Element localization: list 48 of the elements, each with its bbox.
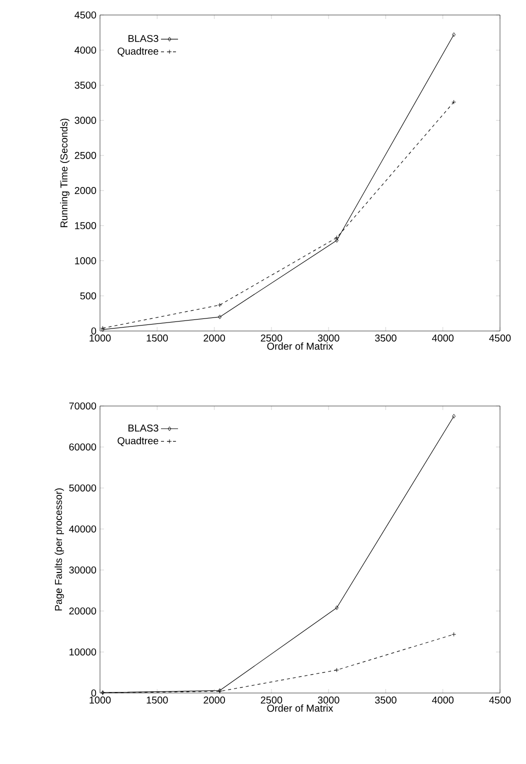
y-tick-label: 40000	[69, 525, 96, 533]
point	[218, 314, 222, 320]
y-tick-label: 3500	[74, 82, 96, 89]
y-tick-label: 10000	[70, 648, 96, 656]
y-tick-label: 0	[91, 327, 96, 335]
point	[335, 238, 339, 243]
legend-label: Quadtree	[118, 436, 158, 446]
x-tick-label: 4000	[432, 696, 454, 704]
x-tick-label: 4000	[432, 334, 454, 342]
point	[334, 668, 340, 672]
x-axis-title: Order of Matrix	[267, 342, 334, 350]
y-tick-label: 3000	[74, 116, 96, 124]
x-tick-label: 2000	[204, 696, 225, 704]
y-tick-label: 1000	[75, 257, 96, 264]
x-tick-label: 3500	[375, 334, 396, 342]
x-tick-label: 2500	[260, 696, 282, 704]
x-tick-label: 2000	[204, 334, 225, 342]
point	[452, 632, 456, 637]
legend-label: Quadtree	[118, 47, 158, 57]
legend-label: BLAS3	[128, 424, 158, 432]
y-tick-label: 0	[91, 689, 96, 697]
y-tick-label: 1500	[75, 222, 96, 230]
point	[334, 235, 340, 240]
legend-label: BLAS3	[128, 34, 158, 42]
y-tick-label: 60000	[69, 443, 96, 451]
x-tick-label: 4500	[489, 696, 511, 704]
x-axis-title: Order of Matrix	[267, 704, 334, 712]
x-tick-label: 3000	[318, 334, 340, 342]
y-tick-label: 2500	[74, 152, 96, 159]
point	[335, 605, 339, 610]
point	[452, 100, 456, 104]
x-tick-label: 4500	[489, 334, 511, 342]
y-tick-label: 4000	[74, 46, 96, 54]
y-tick-label: 20000	[69, 607, 96, 615]
x-tick-label: 2500	[260, 334, 282, 342]
y-tick-label: 50000	[69, 484, 96, 492]
y-tick-label: 500	[80, 292, 96, 300]
y-tick-label: 2000	[74, 187, 96, 194]
x-tick-label: 3000	[318, 696, 340, 704]
y-tick-label: 4500	[74, 11, 96, 19]
x-tick-label: 1500	[146, 334, 168, 342]
x-tick-label: 3500	[375, 696, 396, 704]
y-tick-label: 30000	[69, 566, 96, 574]
y-tick-label: 70000	[69, 402, 96, 410]
y-axis-title: Page Faults (per processor)	[54, 488, 64, 610]
point	[218, 302, 222, 308]
x-tick-label: 1500	[146, 696, 168, 704]
y-axis-title: Running Time (Seconds)	[60, 118, 70, 228]
